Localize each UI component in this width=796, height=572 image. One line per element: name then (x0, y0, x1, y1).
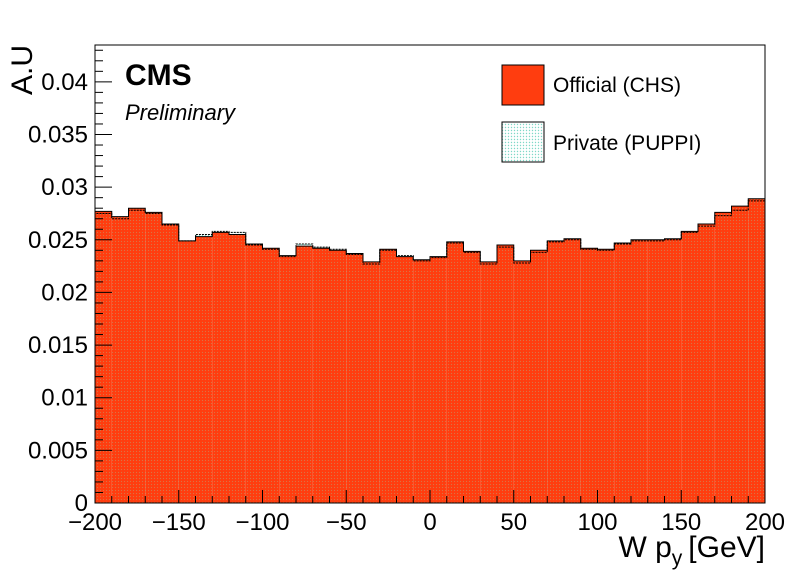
y-tick-label: 0.04 (41, 69, 88, 96)
official-chs-bar (681, 231, 698, 503)
y-axis-ticks (95, 49, 112, 504)
official-chs-bar (245, 243, 263, 503)
official-chs-bar (162, 223, 179, 503)
x-tick-label: 200 (745, 509, 785, 536)
official-chs-bar (195, 236, 213, 503)
y-tick-label: 0.01 (41, 385, 88, 412)
official-chs-bar (379, 249, 397, 503)
x-tick-label: −150 (152, 509, 206, 536)
y-axis-tick-labels: 0 0.005 0.01 0.015 0.02 0.025 0.03 0.035 0.04 (28, 69, 88, 517)
official-chs-bar (312, 248, 330, 503)
official-chs-bar (229, 234, 246, 503)
x-tick-label: −200 (68, 509, 122, 536)
official-chs-bar (564, 238, 581, 503)
y-tick-label: 0.02 (41, 279, 88, 306)
y-axis-title: A.U (6, 45, 39, 95)
official-chs-bar (430, 256, 447, 503)
official-chs-bar (714, 212, 732, 503)
x-tick-label: 50 (500, 509, 527, 536)
official-chs-bar (647, 239, 665, 503)
official-chs-bar (631, 239, 648, 503)
private-puppi-outline (94, 200, 766, 503)
official-chs-bar (363, 261, 380, 503)
legend-label-private: Private (PUPPI) (553, 132, 701, 155)
preliminary-label: Preliminary (125, 100, 237, 125)
y-tick-label: 0.025 (28, 227, 88, 254)
x-tick-label: 0 (423, 509, 436, 536)
legend-label-official: Official (CHS) (553, 74, 681, 97)
official-chs-bar (664, 238, 682, 503)
x-axis-title-main: W p (618, 531, 671, 564)
x-tick-label: −100 (235, 509, 289, 536)
official-chs-bar (296, 246, 313, 503)
official-chs-bar (413, 259, 430, 503)
official-chs-bar (580, 248, 598, 503)
legend-swatch-private (501, 121, 545, 163)
x-axis-title-unit: [GeV] (688, 531, 765, 564)
official-chs-bar (547, 240, 564, 504)
official-chs-bar (279, 255, 296, 503)
official-chs-bar (346, 253, 363, 503)
official-chs-bar (513, 260, 531, 503)
official-chs-bar (111, 216, 129, 503)
official-chs-bar (530, 250, 548, 503)
official-chs-bar (262, 248, 280, 503)
official-chs-bar (597, 249, 615, 503)
official-chs-bar (497, 245, 514, 504)
x-tick-label: 150 (661, 509, 701, 536)
cms-label: CMS (125, 59, 192, 92)
y-tick-label: 0.035 (28, 121, 88, 148)
official-chs-bar (731, 206, 749, 503)
x-tick-label: 100 (577, 509, 617, 536)
official-chs-bar (748, 198, 765, 503)
y-tick-label: 0 (75, 490, 88, 517)
y-tick-label: 0.015 (28, 332, 88, 359)
histogram-layer (94, 198, 766, 504)
official-chs-bar (396, 256, 414, 503)
y-tick-label: 0.005 (28, 437, 88, 464)
official-chs-bar (95, 211, 112, 504)
legend-swatch-official (501, 64, 545, 106)
official-chs-bar (480, 261, 497, 503)
legend: Official (CHS) Private (PUPPI) (501, 64, 701, 163)
official-chs-bar (178, 240, 196, 504)
official-chs-outline (94, 198, 766, 503)
y-tick-label: 0.03 (41, 174, 88, 201)
official-chs-bar (614, 242, 631, 503)
x-axis-title: W py [GeV] (618, 531, 765, 570)
x-tick-label: −50 (326, 509, 367, 536)
x-axis-ticks (94, 490, 766, 503)
official-chs-bar (212, 232, 229, 503)
official-chs-bar (128, 208, 146, 503)
official-chs-bar (698, 223, 715, 503)
x-axis-title-subscript: y (672, 547, 683, 570)
official-chs-bar (463, 251, 481, 503)
x-axis-tick-labels: −200 −150 −100 −50 0 50 100 150 200 (68, 509, 785, 536)
official-chs-bar (446, 241, 464, 503)
official-chs-bar (145, 212, 162, 503)
official-chs-bar (329, 250, 347, 503)
